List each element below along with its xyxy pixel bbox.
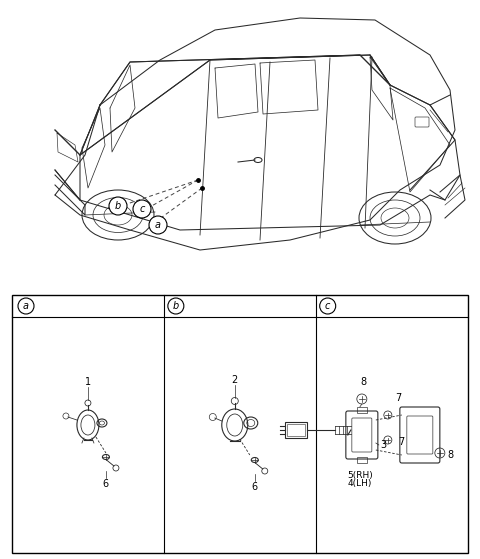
Circle shape: [320, 298, 336, 314]
Text: 1: 1: [85, 377, 91, 387]
Text: 4(LH): 4(LH): [348, 479, 372, 488]
Text: b: b: [173, 301, 179, 311]
Text: a: a: [155, 220, 161, 230]
Text: 3: 3: [380, 440, 386, 450]
Text: b: b: [115, 201, 121, 211]
Bar: [12, 295, 468, 553]
Text: 5(RH): 5(RH): [347, 471, 373, 480]
Text: a: a: [23, 301, 29, 311]
Text: 6: 6: [103, 479, 109, 489]
Bar: [357, 457, 367, 463]
Circle shape: [18, 298, 34, 314]
Text: 7: 7: [395, 393, 401, 403]
Circle shape: [109, 197, 127, 215]
Text: c: c: [139, 204, 144, 214]
Text: c: c: [325, 301, 330, 311]
Circle shape: [133, 200, 151, 218]
Text: 8: 8: [361, 377, 367, 387]
Circle shape: [168, 298, 184, 314]
Bar: [357, 407, 367, 413]
Text: 8: 8: [448, 450, 454, 460]
Text: 2: 2: [232, 375, 238, 385]
Bar: [285, 422, 307, 438]
Text: 7: 7: [398, 437, 404, 447]
Bar: [287, 424, 305, 436]
Circle shape: [149, 216, 167, 234]
Text: 6: 6: [252, 482, 258, 492]
